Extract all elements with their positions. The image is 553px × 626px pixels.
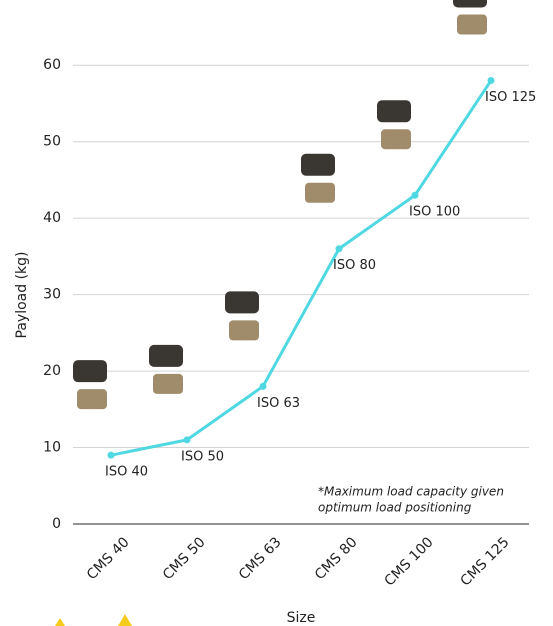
point bbox=[411, 191, 419, 199]
product-image bbox=[305, 182, 335, 203]
product-image bbox=[153, 373, 183, 394]
y-tick-label: 60 bbox=[43, 57, 61, 73]
product-image bbox=[77, 389, 107, 410]
point bbox=[335, 245, 343, 253]
series-line bbox=[110, 79, 493, 457]
product-image bbox=[73, 360, 107, 383]
product-image bbox=[301, 153, 335, 176]
x-tick-label: CMS 80 bbox=[312, 534, 361, 583]
y-tick-label: 30 bbox=[43, 287, 61, 303]
product-image bbox=[149, 344, 183, 367]
product-image bbox=[225, 291, 259, 314]
x-tick-label: CMS 50 bbox=[160, 534, 209, 583]
point bbox=[107, 451, 115, 459]
y-tick-label: 40 bbox=[43, 210, 61, 226]
x-tick-label: CMS 100 bbox=[382, 534, 437, 589]
point-label: ISO 40 bbox=[105, 465, 148, 480]
point bbox=[259, 382, 267, 390]
y-tick-label: 10 bbox=[43, 440, 61, 456]
x-tick-label: CMS 63 bbox=[236, 534, 285, 583]
note: optimum load positioning bbox=[318, 501, 472, 515]
y-tick-label: 0 bbox=[52, 516, 61, 532]
point-label: ISO 125 bbox=[485, 90, 536, 105]
point bbox=[183, 436, 191, 444]
product-image bbox=[453, 0, 487, 8]
product-image bbox=[229, 320, 259, 341]
y-axis-label: Payload (kg) bbox=[14, 252, 30, 339]
point-label: ISO 63 bbox=[257, 396, 300, 411]
point-label: ISO 50 bbox=[181, 449, 224, 464]
x-tick-label: CMS 40 bbox=[84, 534, 133, 583]
product-image bbox=[457, 14, 487, 35]
y-tick-label: 20 bbox=[43, 363, 61, 379]
x-tick-label: CMS 125 bbox=[458, 534, 513, 589]
product-image bbox=[377, 100, 411, 123]
product-image bbox=[381, 129, 411, 150]
decor-triangle bbox=[118, 614, 132, 626]
point bbox=[487, 77, 495, 85]
point-label: ISO 100 bbox=[409, 205, 460, 220]
decor-triangle bbox=[55, 618, 65, 626]
point-label: ISO 80 bbox=[333, 258, 376, 273]
note: *Maximum load capacity given bbox=[318, 485, 504, 499]
y-tick-label: 50 bbox=[43, 134, 61, 150]
x-axis-label: Size bbox=[287, 610, 316, 626]
